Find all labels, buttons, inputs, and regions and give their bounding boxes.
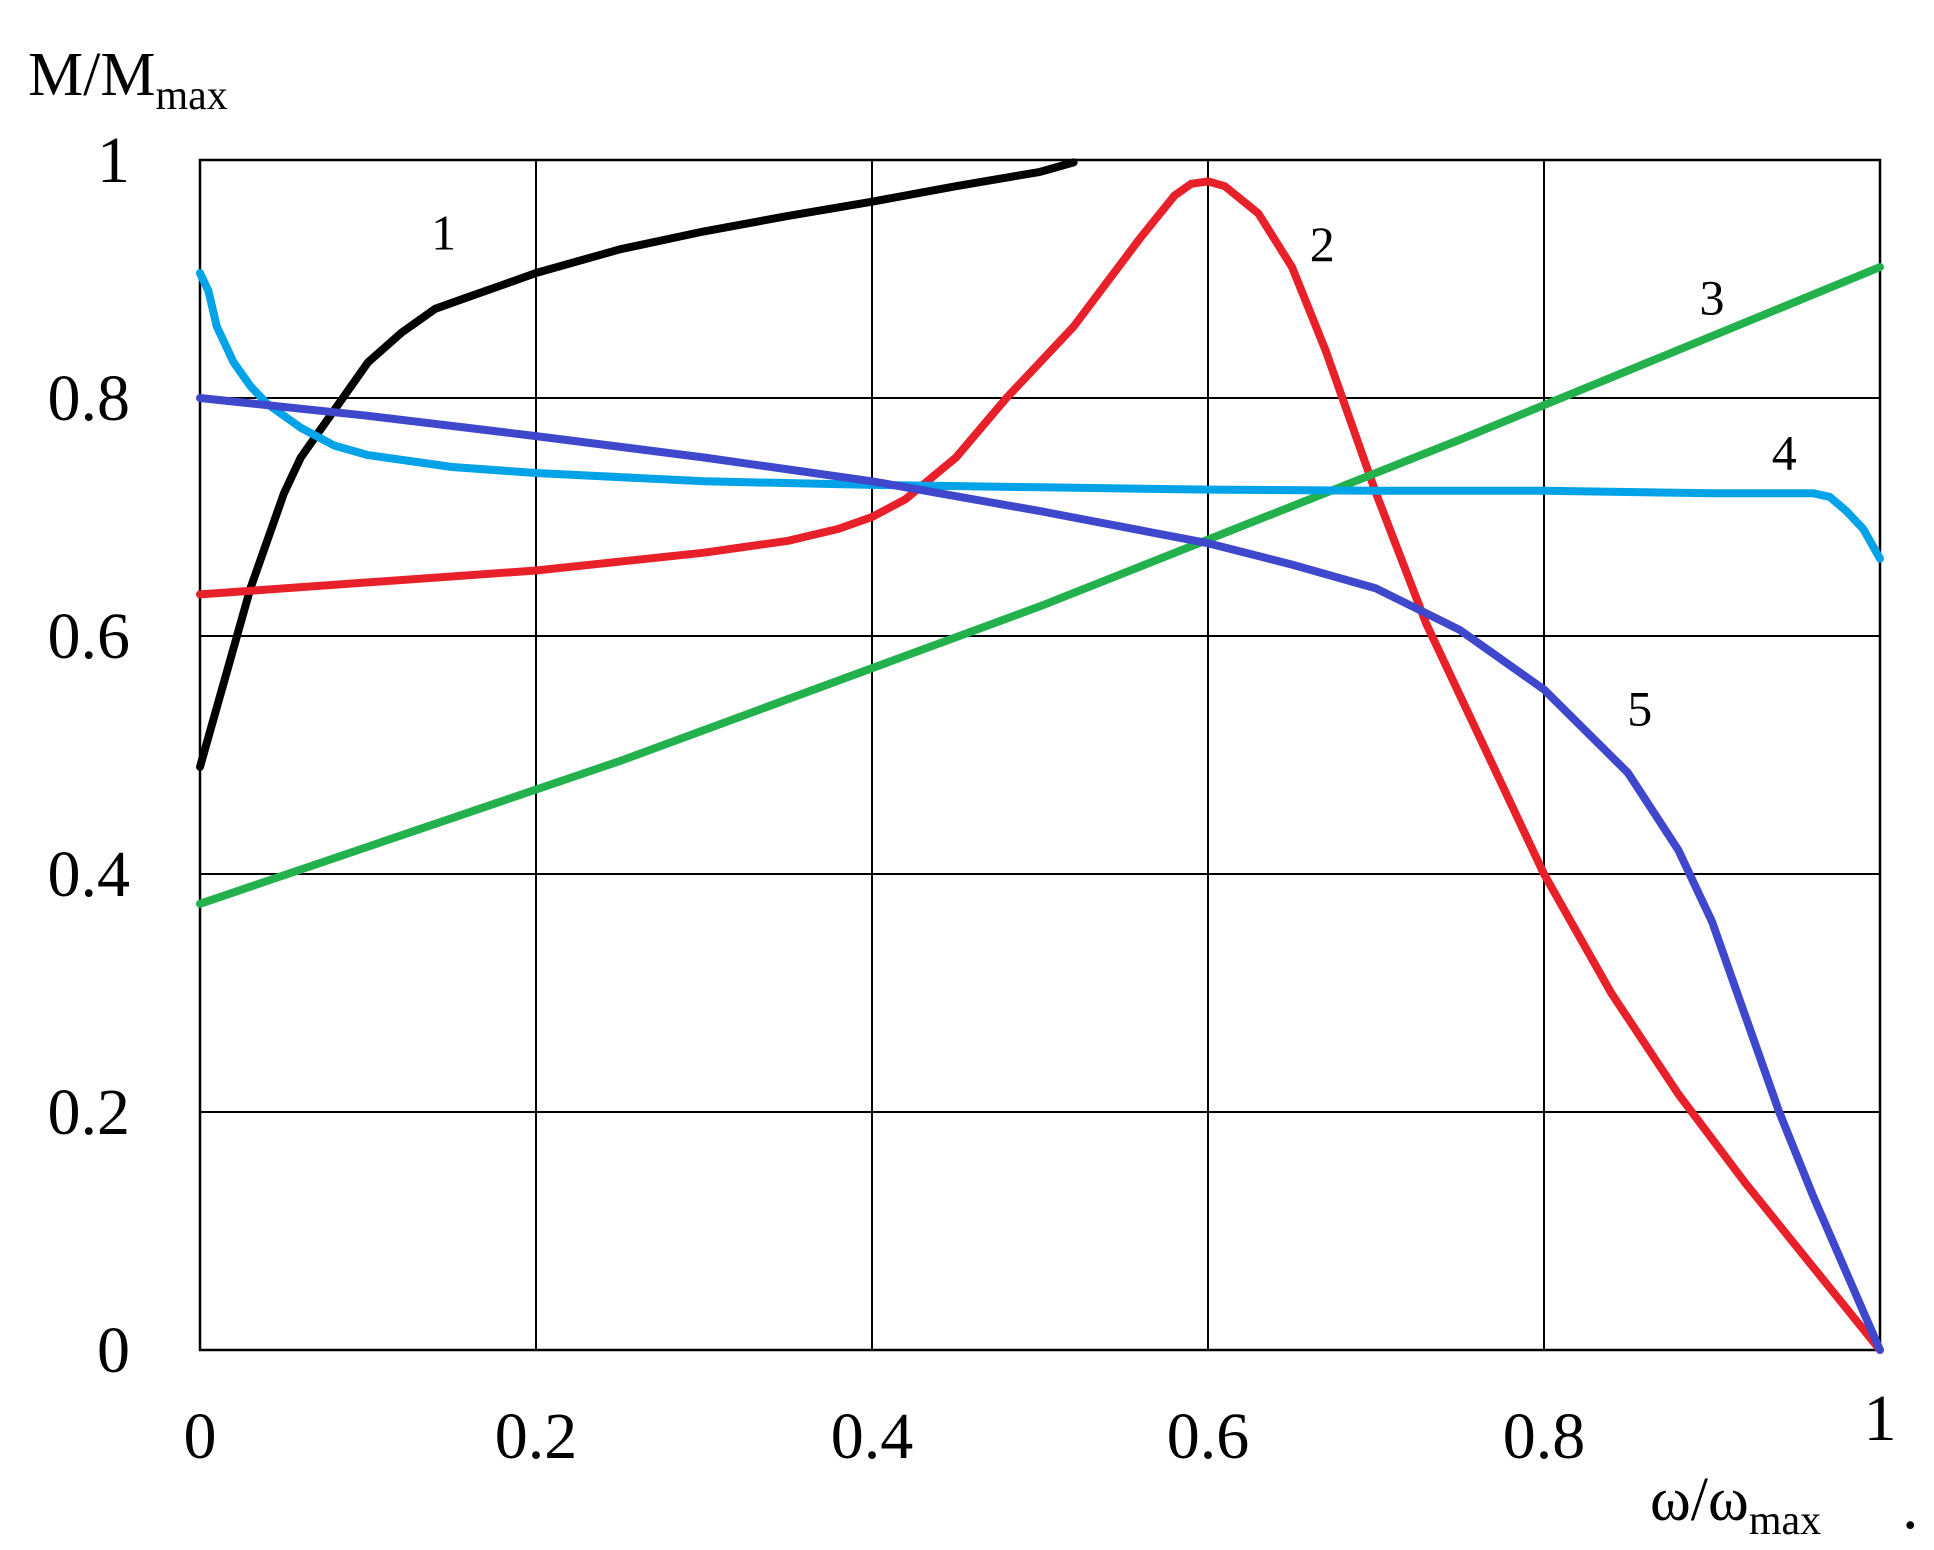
y-axis-title-sub: max xyxy=(155,73,227,119)
grid xyxy=(199,159,1881,1351)
x-axis-title-sub: max xyxy=(1749,1498,1821,1544)
series-line-2 xyxy=(196,177,1884,1354)
tick-labels: 0 0.2 0.4 0.6 0.8 1 0 0.2 0.4 0.6 0.8 1 xyxy=(48,124,1897,1473)
y-axis-title: M/Mmax xyxy=(28,41,228,119)
x-axis-title: ω/ωmax xyxy=(1650,1466,1821,1544)
curve-labels: 1 2 3 4 5 xyxy=(431,204,1797,736)
series-group xyxy=(196,158,1884,1354)
y-tick-label: 0.4 xyxy=(48,838,131,911)
curve-label-1: 1 xyxy=(431,204,456,260)
trailing-period: . xyxy=(1902,1470,1919,1543)
x-tick-label: 0.4 xyxy=(831,1400,914,1473)
series-line-5 xyxy=(196,394,1884,1354)
x-axis-title-main: ω/ω xyxy=(1650,1466,1749,1534)
series-line-3 xyxy=(196,263,1884,908)
plot-frame xyxy=(198,158,1882,1352)
curve-label-2: 2 xyxy=(1310,216,1335,272)
x-tick-label: 1 xyxy=(1864,1382,1897,1455)
x-tick-label: 0.2 xyxy=(495,1400,578,1473)
y-tick-label: 0.2 xyxy=(48,1076,131,1149)
curve-label-5: 5 xyxy=(1627,680,1652,736)
x-tick-label: 0.8 xyxy=(1503,1400,1586,1473)
y-tick-label: 0.6 xyxy=(48,600,131,673)
y-axis-title-main: M/M xyxy=(28,41,155,109)
y-tick-label: 1 xyxy=(97,124,130,197)
x-tick-label: 0.6 xyxy=(1167,1400,1250,1473)
curve-label-4: 4 xyxy=(1772,424,1797,480)
y-tick-label: 0.8 xyxy=(48,362,131,435)
y-tick-label: 0 xyxy=(97,1314,130,1387)
x-tick-label: 0 xyxy=(184,1400,217,1473)
series-line-4 xyxy=(196,269,1884,563)
series-line-1 xyxy=(196,158,1078,771)
curve-label-3: 3 xyxy=(1700,270,1725,326)
